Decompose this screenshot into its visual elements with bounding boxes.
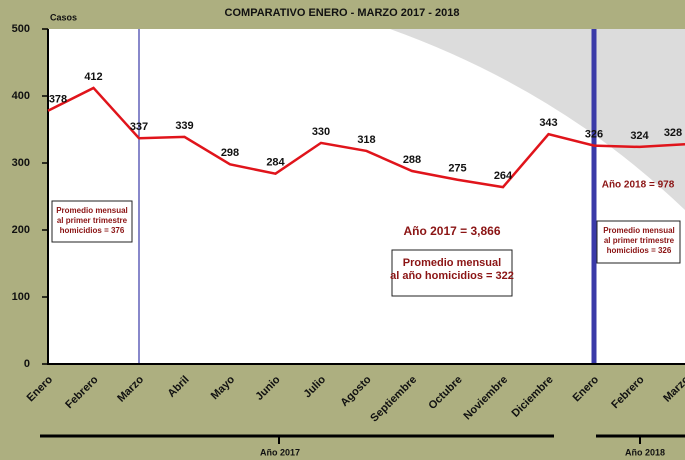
y-tick-label: 400 — [12, 90, 30, 102]
x-tick-label: Abril — [165, 374, 191, 400]
value-label: 284 — [266, 157, 285, 169]
value-label: 378 — [49, 94, 67, 106]
value-label: 326 — [585, 128, 603, 140]
y-tick-label: 500 — [12, 23, 30, 35]
value-label: 343 — [539, 117, 557, 129]
x-tick-label: Octubre — [426, 374, 464, 412]
x-tick-label: Febrero — [63, 374, 101, 412]
x-tick-label: Enero — [571, 374, 602, 405]
annotation: Año 2017 = 3,866 — [403, 224, 500, 238]
y-axis-label: Casos — [50, 12, 77, 22]
value-label: 339 — [175, 120, 193, 132]
x-tick-label: Enero — [25, 374, 56, 405]
annotation: homicidios = 376 — [60, 226, 125, 235]
x-tick-label: Septiembre — [368, 374, 419, 425]
value-label: 328 — [664, 127, 682, 139]
x-tick-label: Mayo — [209, 373, 238, 402]
x-tick-label: Agosto — [338, 373, 373, 408]
annotation-box — [596, 220, 681, 264]
x-tick-label: Julio — [302, 373, 329, 400]
value-label: 337 — [130, 121, 148, 133]
annotation: al primer trimestre — [604, 236, 675, 245]
x-tick-label: Diciembre — [510, 374, 556, 420]
annotation: Año 2018 = 978 — [602, 180, 675, 191]
x-tick-label: Marzo — [661, 373, 685, 404]
annotation: homicidios = 326 — [607, 246, 672, 255]
group-label: Año 2017 — [260, 447, 300, 457]
x-tick-label: Noviembre — [461, 374, 510, 423]
annotation: al primer trimestre — [57, 216, 128, 225]
x-tick-label: Febrero — [609, 374, 647, 412]
annotation-box — [391, 249, 513, 297]
value-label: 318 — [357, 134, 375, 146]
annotation: Promedio mensual — [56, 206, 128, 215]
group-label: Año 2018 — [625, 447, 665, 457]
value-label: 288 — [403, 154, 421, 166]
annotation-box — [51, 200, 133, 243]
y-tick-label: 200 — [12, 224, 30, 236]
value-label: 330 — [312, 126, 330, 138]
shading — [390, 29, 685, 210]
divider — [591, 29, 597, 364]
x-tick-label: Junio — [253, 374, 282, 403]
y-tick-label: 100 — [12, 291, 30, 303]
line — [47, 86, 685, 189]
value-label: 264 — [494, 170, 513, 182]
value-label: 412 — [84, 71, 102, 83]
chart-title: COMPARATIVO ENERO - MARZO 2017 - 2018 — [225, 7, 460, 19]
value-label: 275 — [448, 163, 466, 175]
y-tick-label: 0 — [24, 358, 30, 370]
value-label: 324 — [630, 130, 649, 142]
x-tick-label: Marzo — [115, 373, 146, 404]
annotation: Promedio mensual — [603, 226, 675, 235]
y-tick-label: 300 — [12, 157, 30, 169]
annotation: Promedio mensual — [403, 257, 501, 269]
value-label: 298 — [221, 147, 239, 159]
annotation: al año homicidios = 322 — [390, 270, 514, 282]
